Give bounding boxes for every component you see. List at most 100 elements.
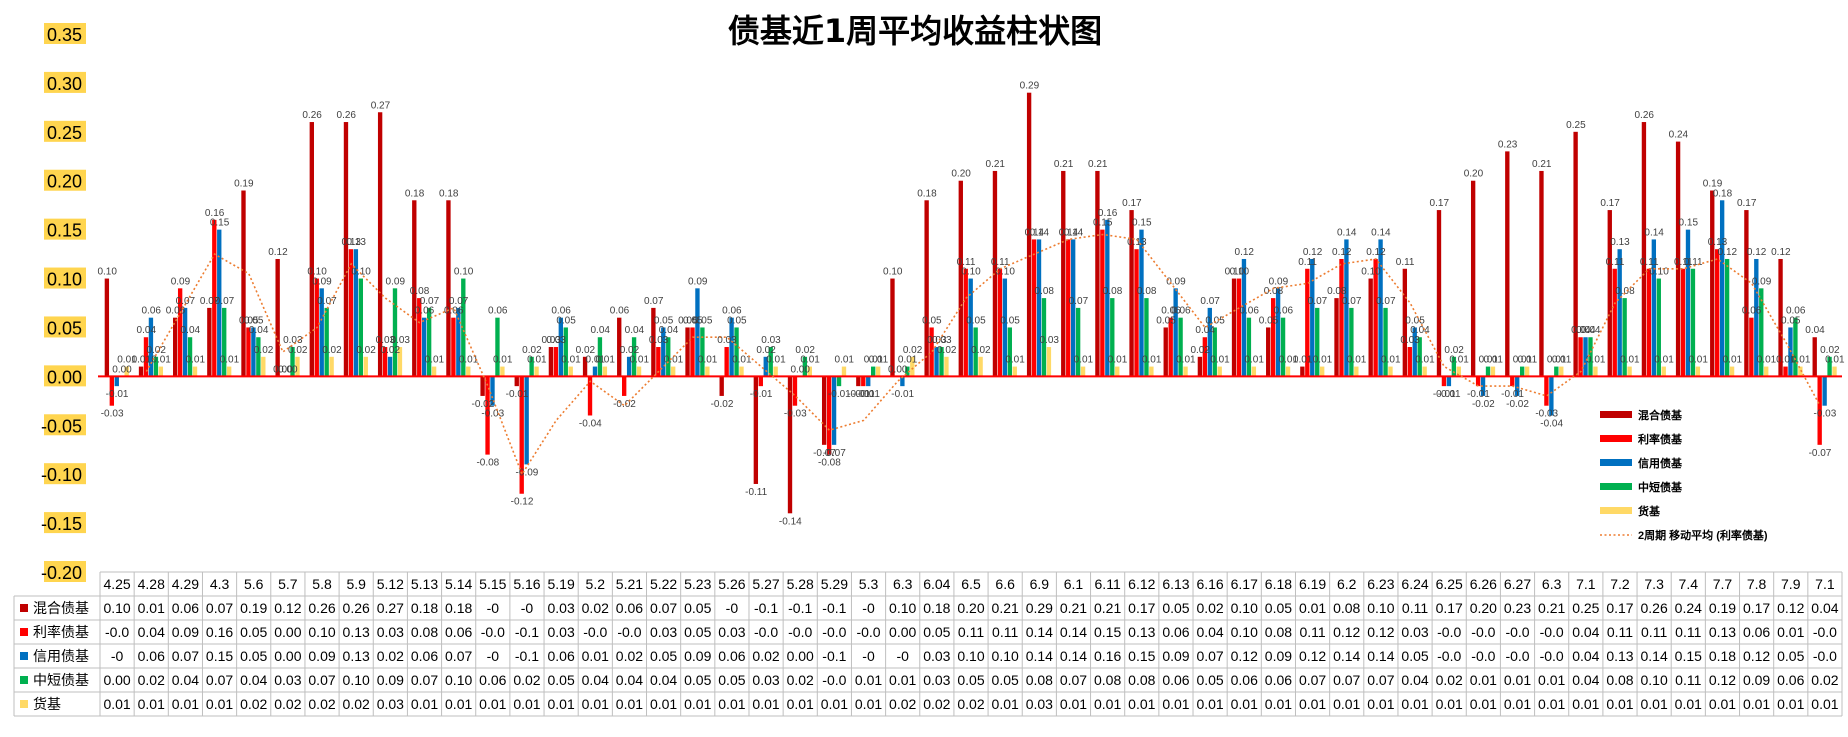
table-cell: -0.1 xyxy=(515,624,539,640)
table-cell: 0.11 xyxy=(992,624,1018,640)
bar xyxy=(377,112,383,377)
table-cell: 0.13 xyxy=(343,624,370,640)
category-label: 6.3 xyxy=(1542,576,1562,592)
data-label: 0.03 xyxy=(1039,335,1059,346)
bar xyxy=(275,258,280,377)
bar xyxy=(1031,239,1037,377)
bar xyxy=(690,327,695,377)
table-cell: 0.00 xyxy=(787,648,814,664)
bar xyxy=(397,347,403,377)
table-cell: 0.01 xyxy=(138,696,165,712)
bar xyxy=(773,366,778,377)
data-label: 0.05 xyxy=(1405,315,1425,326)
category-label: 6.27 xyxy=(1504,576,1531,592)
data-label: 0.26 xyxy=(337,110,357,121)
y-tick-bg xyxy=(44,23,86,44)
table-cell: 0.21 xyxy=(1538,600,1565,616)
bar xyxy=(466,366,471,377)
bar xyxy=(1373,258,1378,377)
data-label: 0.12 xyxy=(1332,247,1352,258)
table-cell: 0.03 xyxy=(547,624,574,640)
category-label: 7.1 xyxy=(1815,576,1835,592)
table-cell: -0.0 xyxy=(1437,624,1461,640)
bar xyxy=(1036,239,1042,377)
data-label: 0.04 xyxy=(625,325,645,336)
table-cell: 0.26 xyxy=(308,600,335,616)
data-label: -0.11 xyxy=(745,487,767,498)
data-label: 0.11 xyxy=(1640,257,1659,268)
bar xyxy=(192,366,198,377)
table-cell: 0.02 xyxy=(308,696,335,712)
bar xyxy=(1436,210,1442,377)
data-label: 0.20 xyxy=(1464,169,1484,180)
table-cell: 0.08 xyxy=(1026,672,1053,688)
data-label: 0.16 xyxy=(1098,208,1118,219)
data-label: 0.03 xyxy=(391,335,411,346)
bar xyxy=(1656,278,1661,377)
y-axis: -0.20 -0.15 -0.10 -0.05 0.00 0.05 0.10 0.15 0.20… xyxy=(41,23,86,583)
table-cell: 0.01 xyxy=(1777,624,1804,640)
table-cell: 0.02 xyxy=(343,696,370,712)
table-cell: 0.01 xyxy=(1367,696,1394,712)
table-series-name: 中短债基 xyxy=(33,672,89,688)
bar xyxy=(553,347,559,377)
table-cell: 0.15 xyxy=(206,648,233,664)
data-label: -0.01 xyxy=(847,389,870,400)
table-cell: -0.0 xyxy=(1471,624,1495,640)
bar xyxy=(1451,356,1457,377)
table-cell: 0.05 xyxy=(718,672,745,688)
bar xyxy=(666,337,671,377)
bar xyxy=(1549,376,1554,416)
table-cell: 0.12 xyxy=(1367,624,1394,640)
category-label: 6.23 xyxy=(1367,576,1394,592)
bar xyxy=(485,376,490,455)
bar xyxy=(1100,229,1105,377)
y-tick-label: -0.15 xyxy=(41,514,82,534)
table-cell: 0.07 xyxy=(206,600,233,616)
bar xyxy=(1319,366,1325,377)
table-cell: 0.06 xyxy=(1777,672,1804,688)
data-label: 0.27 xyxy=(371,100,391,111)
y-tick-bg xyxy=(44,120,86,142)
table-cell: 0.11 xyxy=(1641,624,1667,640)
data-label: 0.09 xyxy=(171,276,191,287)
table-cell: 0.10 xyxy=(343,672,370,688)
bar xyxy=(1251,366,1257,377)
table-cell: 0.01 xyxy=(616,696,643,712)
data-label: 0.07 xyxy=(644,296,664,307)
data-label: 0.21 xyxy=(1532,159,1552,170)
y-tick-bg xyxy=(44,414,86,436)
data-label: 0.07 xyxy=(176,296,196,307)
data-label: 0.08 xyxy=(1327,286,1347,297)
table-cell: 0.07 xyxy=(1367,672,1394,688)
table-cell: 0.06 xyxy=(479,672,506,688)
bar xyxy=(924,200,929,377)
table-cell: 0.01 xyxy=(1504,672,1531,688)
bar xyxy=(758,376,763,387)
data-label: 0.11 xyxy=(991,257,1010,268)
bar xyxy=(1149,366,1154,377)
bar xyxy=(582,356,588,377)
bar xyxy=(446,200,451,377)
bar xyxy=(1354,366,1359,377)
bar xyxy=(461,278,466,377)
data-label: 0.10 xyxy=(1361,267,1381,278)
data-label: 0.05 xyxy=(244,315,264,326)
bar xyxy=(929,327,934,377)
table-cell: 0.17 xyxy=(1743,600,1770,616)
table-cell: 0.20 xyxy=(957,600,984,616)
category-label: 7.4 xyxy=(1679,576,1699,592)
bar xyxy=(490,376,495,406)
bar xyxy=(324,307,329,377)
data-label: 0.20 xyxy=(951,169,971,180)
bar xyxy=(905,366,910,377)
data-label: -0.02 xyxy=(1506,399,1529,410)
table-cell: -0.0 xyxy=(1505,648,1529,664)
y-tick-label: 0.00 xyxy=(47,367,82,387)
bar xyxy=(1798,366,1803,377)
bar xyxy=(1744,210,1749,377)
bar xyxy=(1207,307,1212,377)
bar xyxy=(958,180,963,377)
table-cell: 0.01 xyxy=(752,696,779,712)
bar xyxy=(1641,122,1647,377)
